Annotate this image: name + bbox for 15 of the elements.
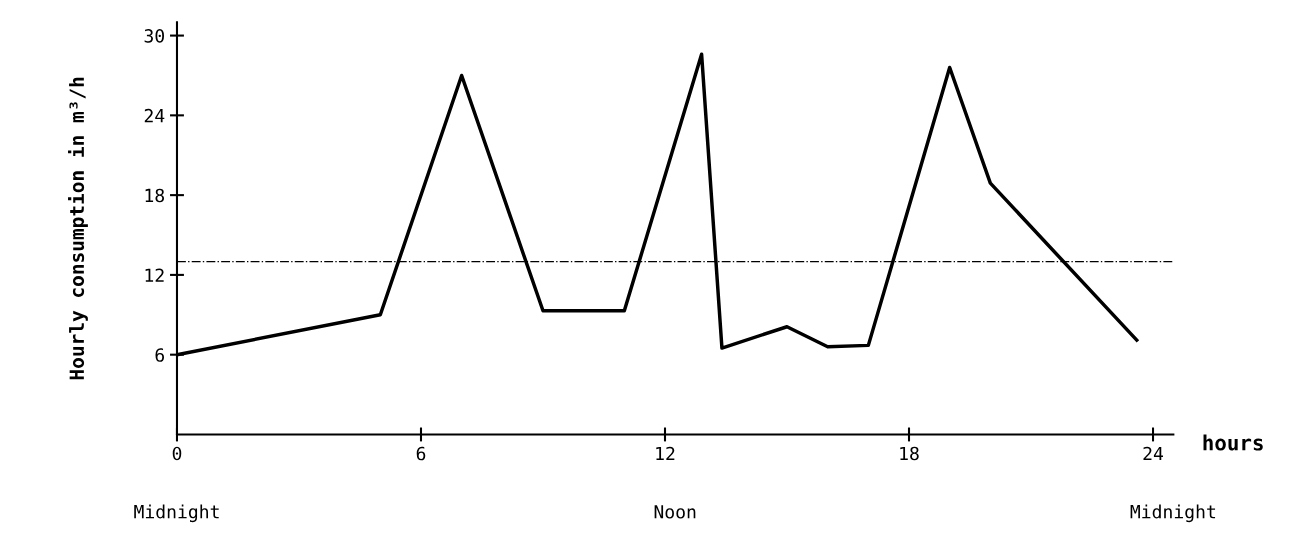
x-axis-title: hours (1203, 434, 1263, 451)
x-tick-label: 0 (172, 446, 182, 461)
y-tick-label: 12 (145, 268, 164, 282)
y-tick-label: 18 (145, 188, 165, 203)
text: Noon (654, 505, 696, 519)
y-axis-title: Hourly consumption in m³/h (68, 77, 88, 380)
text: Midnight (1130, 504, 1216, 523)
y-tick-label: 6 (155, 348, 165, 362)
text: Midnight (134, 504, 219, 523)
y-tick-label: 24 (144, 108, 165, 123)
y-tick-label: 30 (144, 29, 165, 43)
x-tick-label: 12 (656, 446, 675, 461)
x-tick-label: 18 (900, 446, 919, 461)
x-tick-label: 6 (416, 446, 426, 461)
x-tick-label: 24 (1143, 446, 1164, 461)
